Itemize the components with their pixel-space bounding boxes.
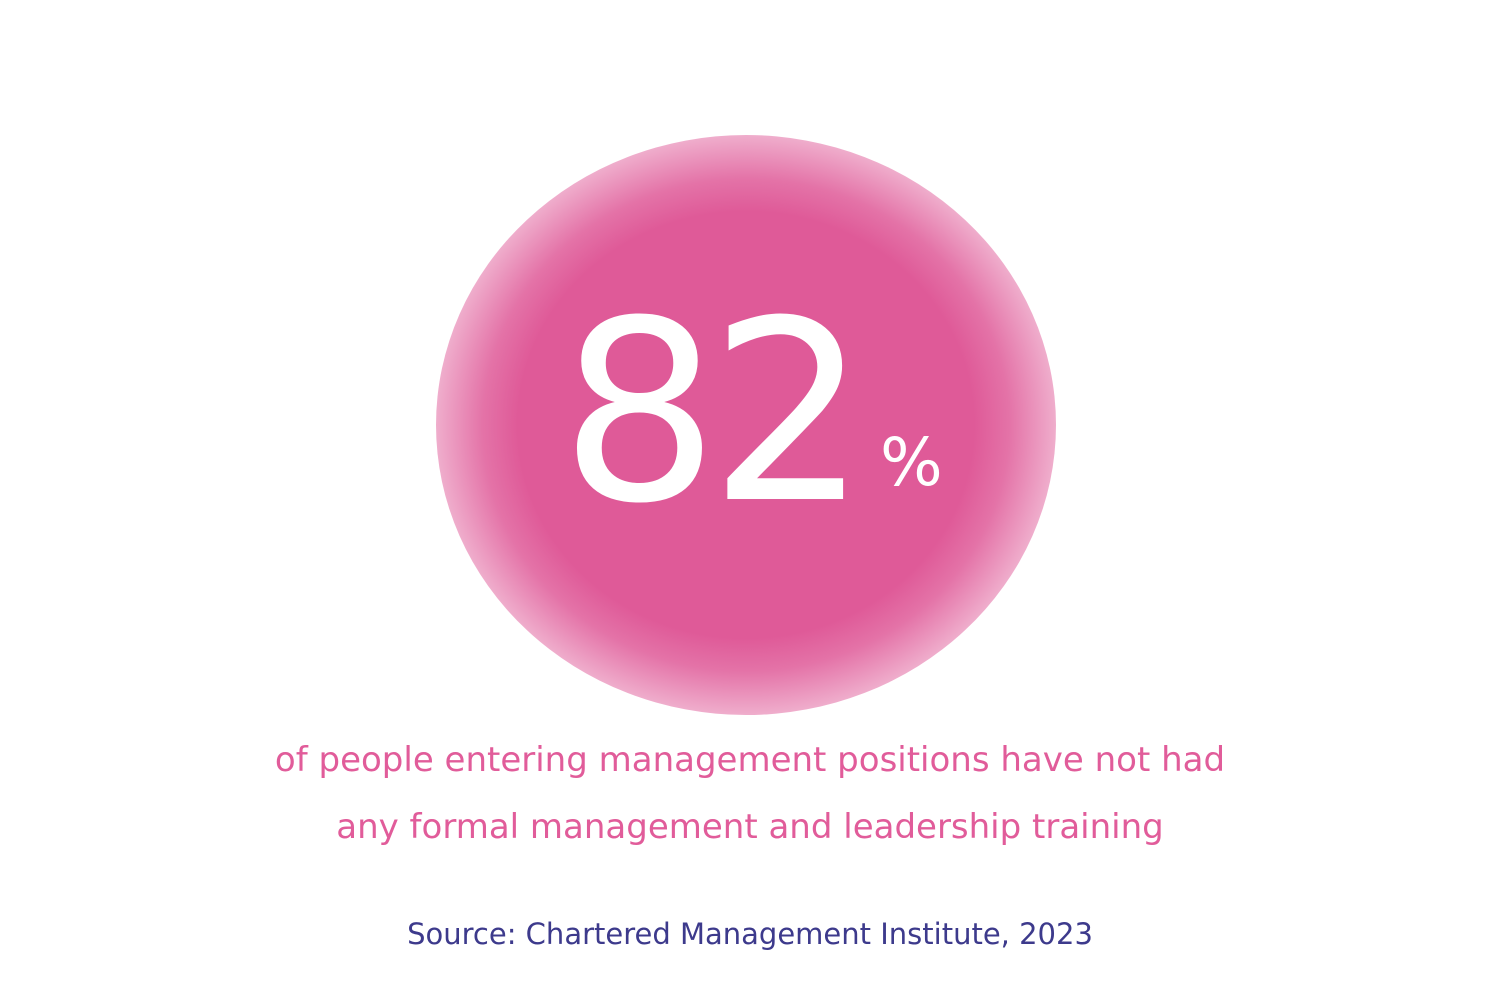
stat-description: of people entering management positions …	[150, 727, 1350, 861]
statistic: 82 %	[0, 268, 1500, 558]
source-citation: Source: Chartered Management Institute, …	[407, 917, 1093, 951]
stat-unit: %	[880, 424, 943, 501]
description-line-1: of people entering management positions …	[274, 740, 1226, 780]
description-line-2: any formal management and leadership tra…	[336, 807, 1164, 847]
stat-value: 82	[560, 267, 868, 558]
pink-glow-circle	[436, 135, 1056, 715]
